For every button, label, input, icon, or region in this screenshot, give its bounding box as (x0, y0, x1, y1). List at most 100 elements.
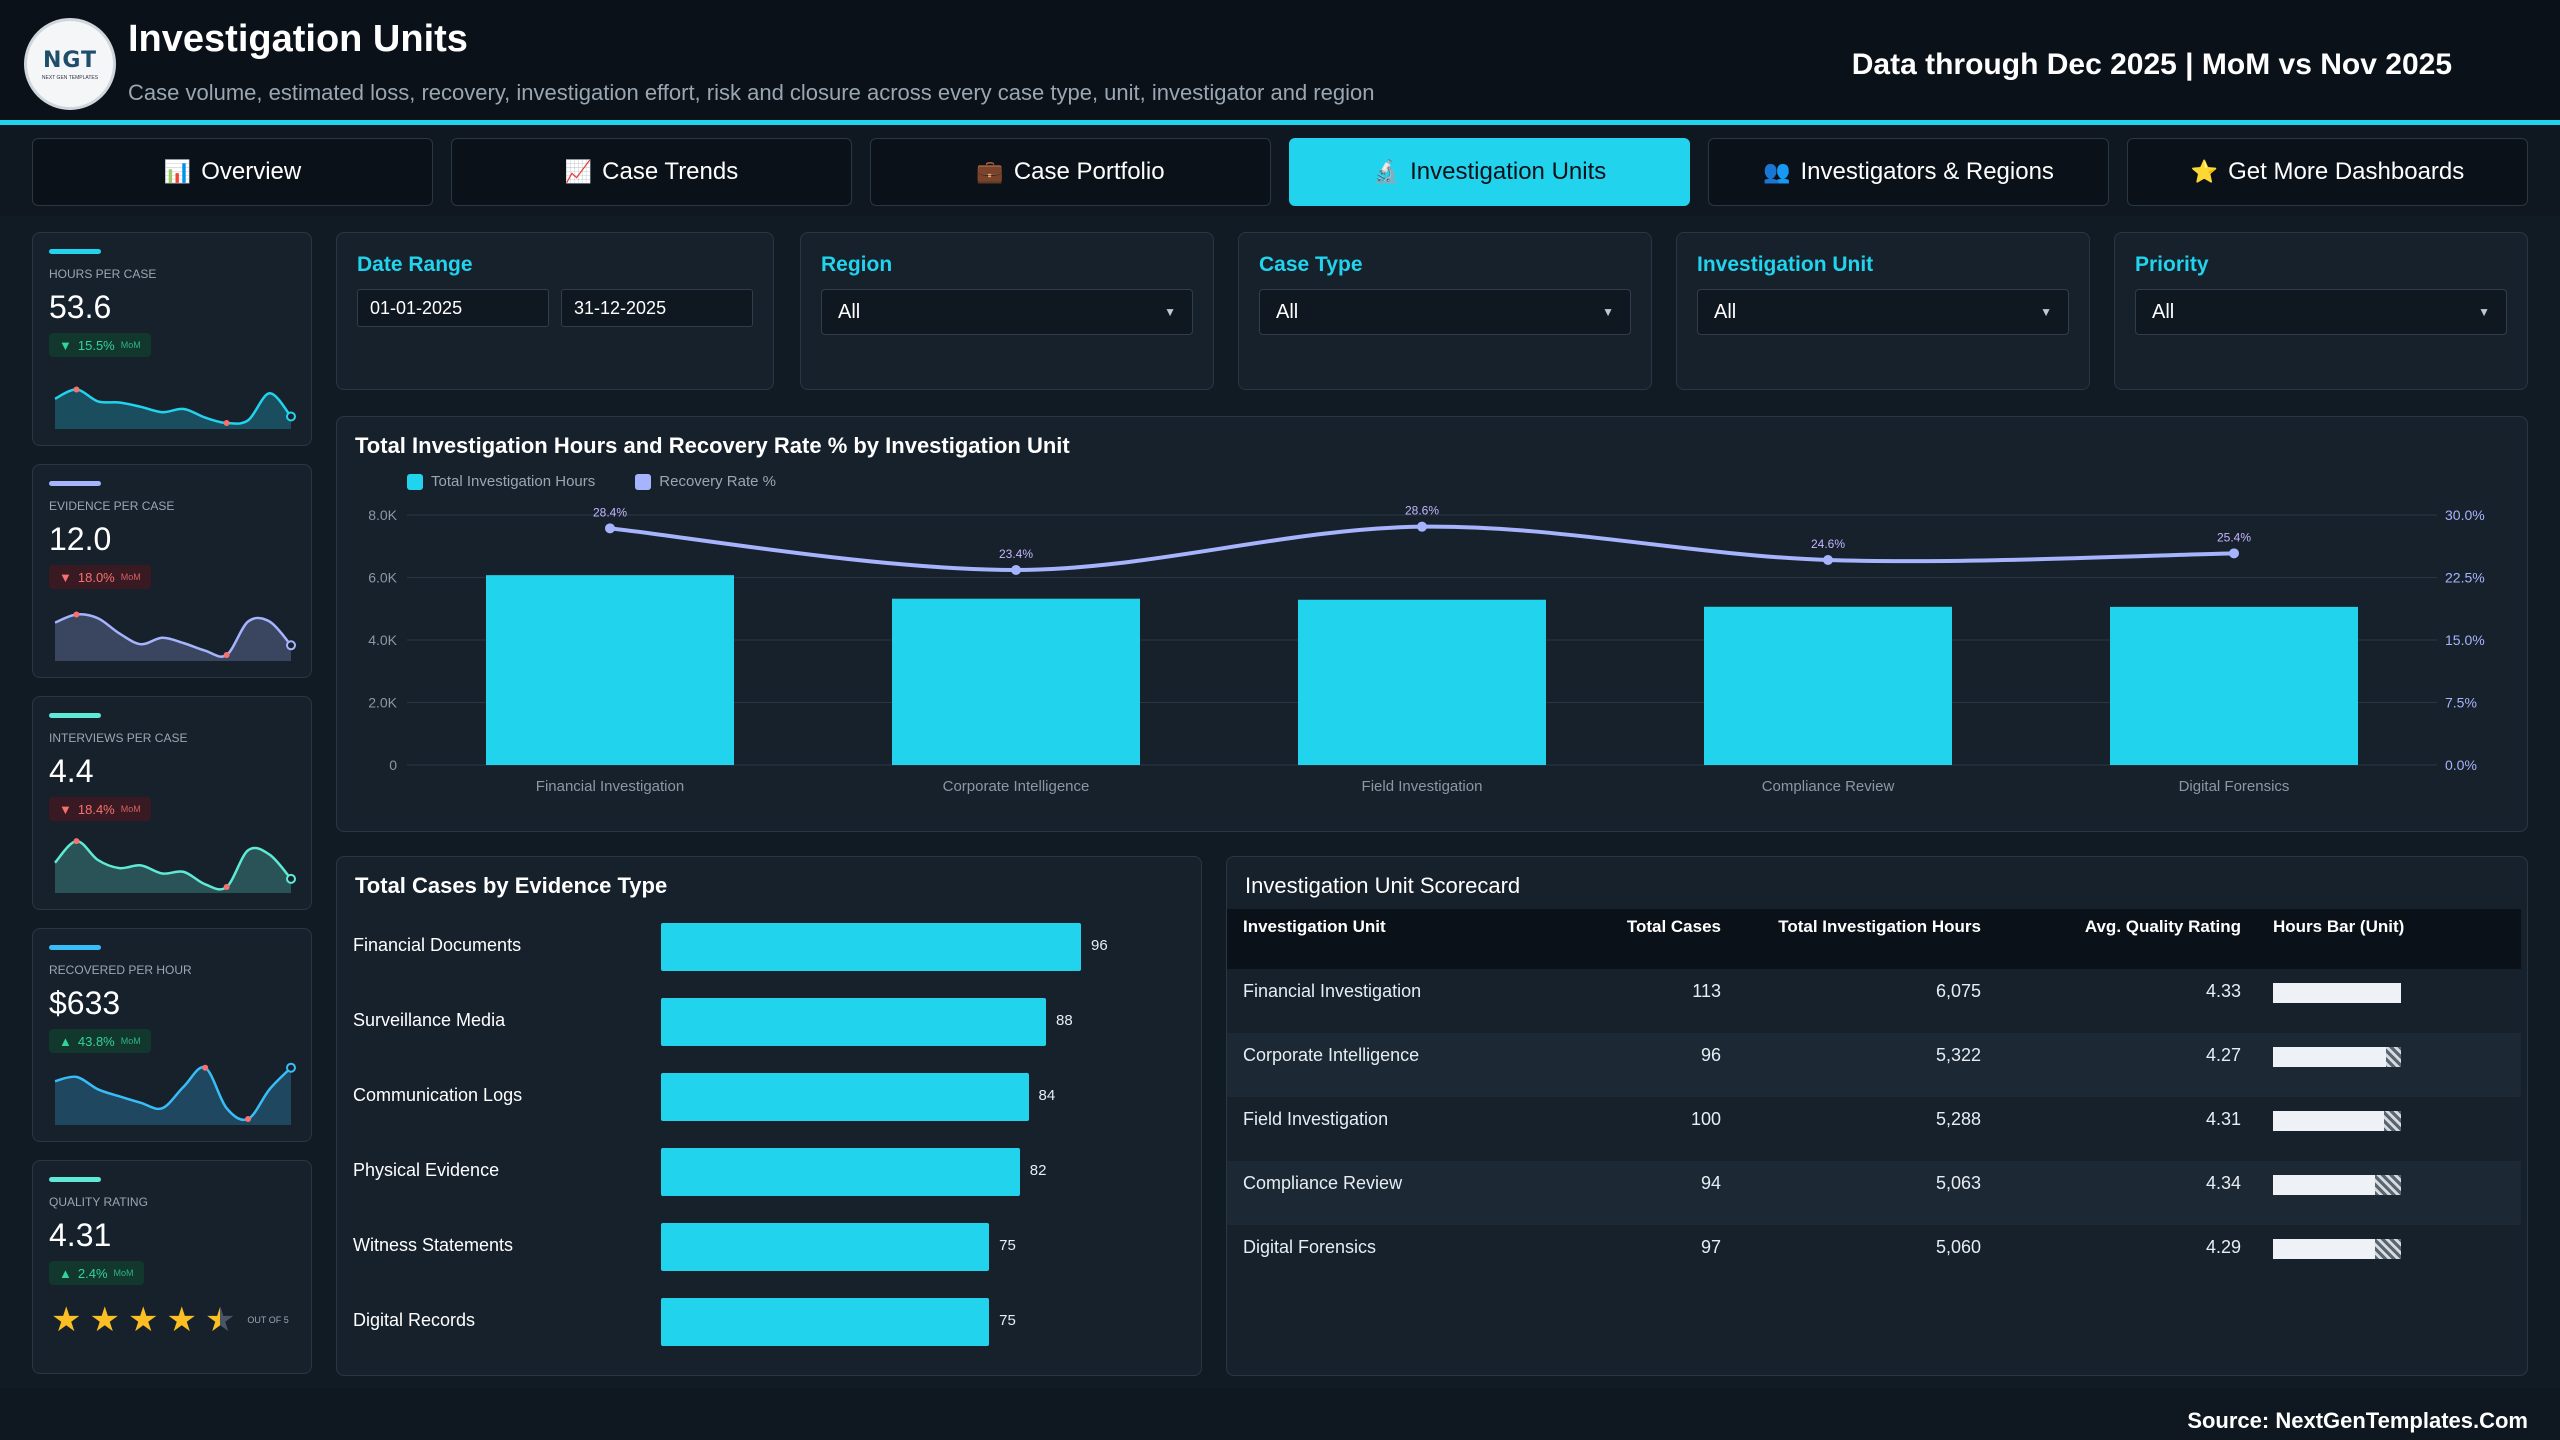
kpi-value: 53.6 (49, 289, 112, 325)
hours-cell: 5,322 (1737, 1033, 1997, 1097)
tab-label: Get More Dashboards (2228, 158, 2465, 185)
tab-investigation-units[interactable]: 🔬 Investigation Units (1289, 138, 1690, 206)
y2-tick-label: 7.5% (2445, 695, 2477, 711)
tab-bar: 📊 Overview 📈 Case Trends 💼 Case Portfolio 🔬… (32, 138, 2528, 206)
date-end-input[interactable]: 31-12-2025 (561, 289, 753, 327)
bar (486, 575, 734, 765)
bar-label: Physical Evidence (353, 1160, 500, 1180)
filter-case-type: Case Type All ▼ (1238, 232, 1652, 390)
evidence-bar-row: Witness Statements 75 (353, 1223, 1185, 1271)
hours-bar-fill (2273, 1047, 2386, 1067)
rating-cell: 4.34 (1997, 1161, 2257, 1225)
unit-cell: Corporate Intelligence (1227, 1033, 1587, 1097)
bar-value: 75 (999, 1312, 1016, 1329)
case-type-select[interactable]: All ▼ (1259, 289, 1631, 335)
date-start-input[interactable]: 01-01-2025 (357, 289, 549, 327)
rating-cell: 4.31 (2205, 1109, 2241, 1129)
hours-bar-fill (2273, 983, 2401, 1003)
table-row[interactable]: Digital Forensics 97 5,060 4.29 (1227, 1225, 2521, 1289)
down-arrow-icon: ▼ (59, 569, 72, 585)
mom-label: MoM (120, 340, 141, 350)
hours-bar-cell (2257, 1097, 2521, 1161)
column-header[interactable]: Investigation Unit (1227, 909, 1587, 969)
data-label: 28.4% (593, 505, 627, 519)
tab-case-trends[interactable]: 📈 Case Trends (451, 138, 852, 206)
bar (661, 1298, 990, 1346)
tab-case-portfolio[interactable]: 💼 Case Portfolio (870, 138, 1271, 206)
filter-date-range: Date Range 01-01-2025 31-12-2025 (336, 232, 774, 390)
evidence-bar-row: Surveillance Media 88 (353, 998, 1185, 1046)
rating-cell: 4.29 (2205, 1237, 2241, 1257)
select-value: All (838, 300, 861, 323)
y2-tick-label: 0.0% (2445, 757, 2477, 773)
kpi-card-hours-per-case: Hours per Case 53.6 ▼ 15.5% MoM (32, 232, 312, 446)
bar-value: 82 (1029, 1162, 1047, 1179)
y-tick-label: 6.0K (368, 570, 397, 586)
chevron-down-icon: ▼ (1602, 305, 1614, 319)
cases-cell: 96 (1587, 1033, 1737, 1097)
logo-text: NGT (42, 47, 98, 73)
tab-get-more-dashboards[interactable]: ⭐ Get More Dashboards (2127, 138, 2528, 206)
sparkline-end-dot (286, 640, 296, 651)
select-value: All (1714, 300, 1737, 323)
unit-cell: Financial Investigation (1243, 981, 1422, 1001)
column-header[interactable]: Total Investigation Hours (1737, 909, 1997, 969)
kpi-change: 2.4% (77, 1265, 108, 1281)
tab-investigators-regions[interactable]: 👥 Investigators & Regions (1708, 138, 2109, 206)
table-row[interactable]: Financial Investigation 113 6,075 4.33 (1227, 969, 2521, 1033)
kpi-sparkline (54, 386, 296, 429)
bar-chart-icon: 📊 (163, 159, 192, 184)
hours-cell: 5,063 (1737, 1161, 1997, 1225)
hours-bar-cell (2257, 1225, 2521, 1289)
bar-label: Surveillance Media (353, 1010, 506, 1030)
table-row[interactable]: Compliance Review 94 5,063 4.34 (1227, 1161, 2521, 1225)
kpi-value: 4.4 (49, 753, 94, 789)
bar-label: Communication Logs (353, 1085, 523, 1105)
filter-region: Region All ▼ (800, 232, 1214, 390)
chart-legend: Total Investigation Hours Recovery Rate … (407, 473, 776, 491)
sparkline-min-dot (223, 420, 230, 426)
evidence-bar-row: Digital Records 75 (353, 1298, 1185, 1346)
people-icon: 👥 (1763, 159, 1791, 184)
kpi-label: Recovered per Hour (49, 963, 192, 977)
table-row[interactable]: Field Investigation 100 5,288 4.31 (1227, 1097, 2521, 1161)
bar-value: 84 (1038, 1087, 1056, 1104)
down-arrow-icon: ▼ (59, 337, 72, 353)
bar-label: Witness Statements (353, 1235, 514, 1255)
kpi-sparkline (54, 838, 296, 893)
priority-select[interactable]: All ▼ (2135, 289, 2507, 335)
star-icon: ★ (51, 1301, 82, 1339)
hours-bar-cell (2257, 1161, 2521, 1225)
cases-cell: 97 (1700, 1237, 1721, 1257)
column-header[interactable]: Hours Bar (Unit) (2257, 909, 2521, 969)
kpi-change: 43.8% (77, 1033, 115, 1049)
table-row[interactable]: Corporate Intelligence 96 5,322 4.27 (1227, 1033, 2521, 1097)
y2-tick-label: 30.0% (2445, 507, 2485, 523)
investigation-unit-select[interactable]: All ▼ (1697, 289, 2069, 335)
kpi-label: Evidence per Case (49, 499, 175, 513)
column-header[interactable]: Avg. Quality Rating (1997, 909, 2257, 969)
x-tick-label: Financial Investigation (536, 778, 684, 795)
trend-chart-icon: 📈 (564, 159, 593, 184)
region-select[interactable]: All ▼ (821, 289, 1193, 335)
kpi-change-badge: ▼ 18.4% MoM (49, 797, 151, 821)
tab-label: Case Trends (602, 158, 739, 185)
tab-label: Overview (201, 158, 302, 185)
recovery-rate-line (609, 524, 2235, 573)
sparkline-area (55, 614, 291, 661)
sparkline-max-dot (73, 838, 80, 845)
kpi-label: Hours per Case (49, 267, 157, 281)
filter-label: Region (821, 253, 893, 276)
hours-bar-cell (2257, 1033, 2521, 1097)
logo: NGT NEXT GEN TEMPLATES (24, 18, 116, 110)
microscope-icon: 🔬 (1372, 159, 1401, 184)
tab-overview[interactable]: 📊 Overview (32, 138, 433, 206)
source-footer: Source: NextGenTemplates.Com (2187, 1408, 2528, 1433)
chevron-down-icon: ▼ (2040, 305, 2052, 319)
down-arrow-icon: ▼ (59, 801, 72, 817)
mom-label: MoM (120, 572, 141, 582)
column-header[interactable]: Total Cases (1587, 909, 1737, 969)
data-through-note: Data through Dec 2025 | MoM vs Nov 2025 (1851, 48, 2452, 81)
kpi-card-interviews-per-case: Interviews per Case 4.4 ▼ 18.4% MoM (32, 696, 312, 910)
sparkline-max-dot (73, 386, 80, 393)
